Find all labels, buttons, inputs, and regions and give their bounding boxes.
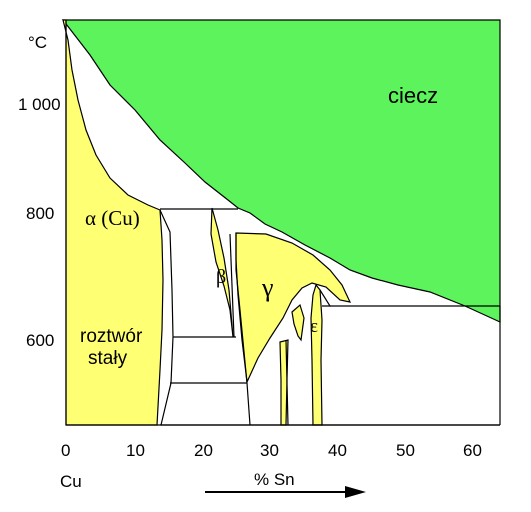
beta-label: β [216,266,226,288]
epsilon-label: ε [310,316,318,337]
solid-solution-label-line1: roztwór [80,326,143,347]
x-element-label: Cu [60,472,82,491]
x-tick-50: 50 [396,441,415,460]
liquid-label: ciecz [388,83,438,108]
y-tick-600: 600 [26,331,54,350]
liquid-region [61,19,501,323]
x-tick-60: 60 [463,441,482,460]
gamma-region [235,232,352,385]
x-tick-40: 40 [328,441,347,460]
epsilon-region [310,283,323,426]
gamma-label: γ [261,273,274,302]
y-unit-label: °C [28,33,47,52]
beta-region [210,207,234,338]
delta-region [291,303,305,342]
alpha-label: α (Cu) [85,206,140,230]
x-tick-20: 20 [194,441,213,460]
x-tick-10: 10 [126,441,145,460]
solid-solution-label-line2: stały [88,348,128,369]
y-tick-1000: 1 000 [18,95,61,114]
x-axis-label: % Sn [254,470,295,489]
x-tick-30: 30 [260,441,279,460]
axes [65,20,500,426]
y-tick-800: 800 [26,204,54,223]
x-axis-arrow-icon [205,486,366,498]
x-tick-0: 0 [61,441,70,460]
